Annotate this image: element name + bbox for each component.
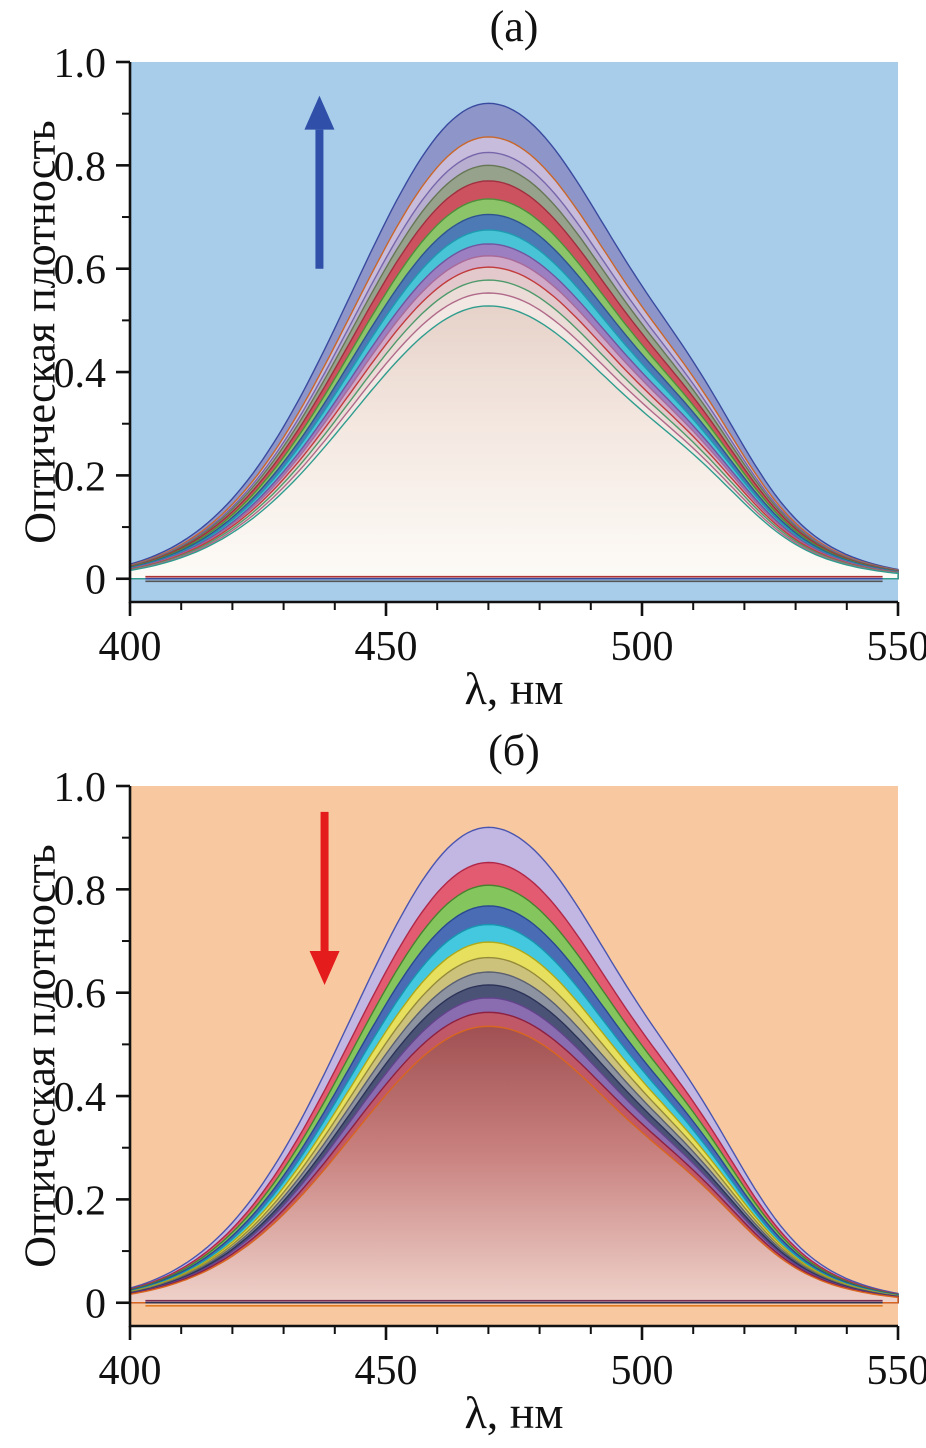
y-tick-label: 0.4 [54,1075,107,1121]
x-tick-label: 500 [611,624,674,670]
y-tick-label: 0.6 [54,972,107,1018]
y-tick-label: 0.2 [54,454,107,500]
x-tick-label: 450 [355,624,418,670]
x-tick-label: 550 [867,624,926,670]
panel-a-title: (а) [489,2,539,51]
panel-b-plot: 0 0.2 0.4 0.6 0.8 1.0 400 450 500 550 [54,765,926,1394]
x-tick-label: 400 [99,1348,162,1394]
y-tick-label: 0 [85,1282,106,1328]
y-tick-label: 1.0 [54,41,107,87]
y-tick-label: 0.6 [54,248,107,294]
y-tick-label: 0.8 [54,868,107,914]
panel-a-x-axis-label: λ, нм [464,663,564,714]
y-tick-label: 0 [85,558,106,604]
panel-b-x-axis-label: λ, нм [464,1387,564,1438]
x-tick-label: 550 [867,1348,926,1394]
x-tick-label: 500 [611,1348,674,1394]
y-tick-label: 0.2 [54,1178,107,1224]
panel-a: (а) Оптическая плотность 0 0.2 0.4 0.6 0.8 1.… [16,2,926,714]
y-tick-label: 0.8 [54,144,107,190]
y-tick-label: 0.4 [54,351,107,397]
panel-b: (б) Оптическая плотность 0 0.2 0.4 0.6 0.8 1.… [0,724,926,1448]
panel-a-plot: 0 0.2 0.4 0.6 0.8 1.0 400 450 500 550 [54,41,926,670]
trend-arrow-head [304,95,335,130]
trend-arrow-head [309,950,340,985]
x-tick-label: 400 [99,624,162,670]
spectrum-curve [129,1025,899,1304]
y-tick-label: 1.0 [54,765,107,811]
spectrum-curve [129,305,899,580]
panel-b-title: (б) [488,726,540,775]
x-tick-label: 450 [355,1348,418,1394]
